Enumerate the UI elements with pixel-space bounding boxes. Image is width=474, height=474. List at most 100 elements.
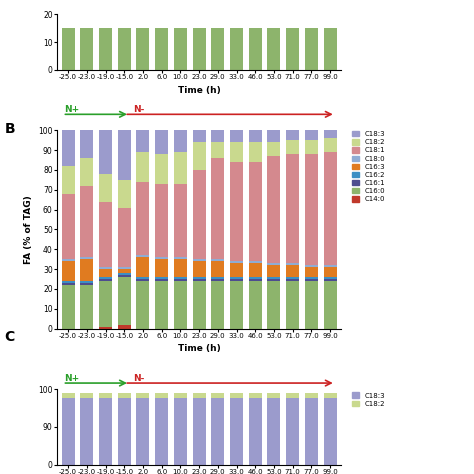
- Bar: [155, 279, 168, 281]
- Text: N-: N-: [134, 105, 145, 114]
- Bar: [305, 393, 318, 398]
- Bar: [192, 142, 206, 170]
- Bar: [267, 393, 281, 398]
- Bar: [286, 130, 299, 140]
- Bar: [323, 279, 337, 281]
- Bar: [305, 265, 318, 267]
- Bar: [211, 281, 224, 328]
- Bar: [286, 263, 299, 265]
- Bar: [62, 283, 75, 285]
- Bar: [211, 393, 224, 398]
- Bar: [62, 194, 75, 259]
- Bar: [323, 277, 337, 279]
- Legend: C18:3, C18:2, C18:1, C18:0, C16:3, C16:2, C16:1, C16:0, C14:0: C18:3, C18:2, C18:1, C18:0, C16:3, C16:2…: [350, 130, 386, 204]
- Bar: [323, 265, 337, 267]
- Bar: [230, 277, 243, 279]
- Bar: [80, 259, 93, 281]
- Bar: [286, 398, 299, 465]
- Bar: [174, 281, 187, 328]
- Bar: [137, 257, 149, 277]
- Bar: [118, 28, 131, 70]
- X-axis label: Time (h): Time (h): [178, 345, 220, 354]
- Bar: [286, 28, 299, 70]
- Bar: [118, 393, 131, 398]
- Bar: [286, 154, 299, 263]
- Bar: [192, 398, 206, 465]
- Bar: [323, 398, 337, 465]
- Bar: [305, 28, 318, 70]
- Bar: [192, 130, 206, 142]
- Bar: [230, 263, 243, 277]
- Bar: [211, 130, 224, 142]
- Bar: [267, 265, 281, 277]
- Bar: [230, 130, 243, 142]
- Bar: [230, 261, 243, 263]
- Bar: [174, 259, 187, 277]
- Bar: [174, 152, 187, 184]
- Bar: [80, 158, 93, 186]
- Bar: [62, 166, 75, 194]
- Bar: [323, 393, 337, 398]
- Bar: [211, 142, 224, 158]
- Bar: [267, 142, 281, 156]
- Bar: [155, 28, 168, 70]
- Bar: [80, 281, 93, 283]
- Bar: [192, 170, 206, 259]
- Bar: [249, 398, 262, 465]
- Bar: [99, 279, 112, 281]
- Bar: [99, 277, 112, 279]
- Bar: [267, 130, 281, 142]
- Bar: [99, 28, 112, 70]
- Bar: [323, 130, 337, 138]
- Bar: [118, 277, 131, 325]
- Bar: [62, 130, 75, 166]
- Bar: [99, 130, 112, 174]
- Bar: [249, 28, 262, 70]
- Bar: [192, 259, 206, 261]
- Bar: [62, 281, 75, 283]
- Bar: [211, 259, 224, 261]
- Bar: [192, 393, 206, 398]
- Bar: [174, 184, 187, 257]
- Bar: [305, 281, 318, 328]
- Bar: [286, 140, 299, 154]
- Text: C: C: [5, 330, 15, 344]
- Bar: [80, 283, 93, 285]
- Bar: [267, 277, 281, 279]
- Bar: [99, 281, 112, 327]
- Bar: [211, 28, 224, 70]
- Bar: [118, 269, 131, 273]
- Bar: [211, 158, 224, 259]
- Bar: [155, 154, 168, 184]
- Bar: [323, 138, 337, 152]
- Bar: [155, 259, 168, 277]
- Bar: [80, 130, 93, 158]
- Bar: [155, 393, 168, 398]
- Bar: [249, 261, 262, 263]
- Text: N-: N-: [134, 374, 145, 383]
- Bar: [155, 398, 168, 465]
- Bar: [62, 28, 75, 70]
- Bar: [267, 281, 281, 328]
- Bar: [267, 398, 281, 465]
- X-axis label: Time (h): Time (h): [178, 85, 220, 94]
- Bar: [174, 277, 187, 279]
- Bar: [137, 255, 149, 257]
- Bar: [118, 275, 131, 277]
- Bar: [305, 398, 318, 465]
- Bar: [192, 279, 206, 281]
- Bar: [62, 393, 75, 398]
- Bar: [174, 130, 187, 152]
- Bar: [230, 281, 243, 328]
- Bar: [99, 269, 112, 277]
- Bar: [249, 162, 262, 261]
- Bar: [174, 257, 187, 259]
- Bar: [137, 28, 149, 70]
- Bar: [230, 142, 243, 162]
- Bar: [286, 279, 299, 281]
- Bar: [286, 277, 299, 279]
- Bar: [249, 279, 262, 281]
- Bar: [99, 393, 112, 398]
- Bar: [80, 28, 93, 70]
- Bar: [99, 327, 112, 328]
